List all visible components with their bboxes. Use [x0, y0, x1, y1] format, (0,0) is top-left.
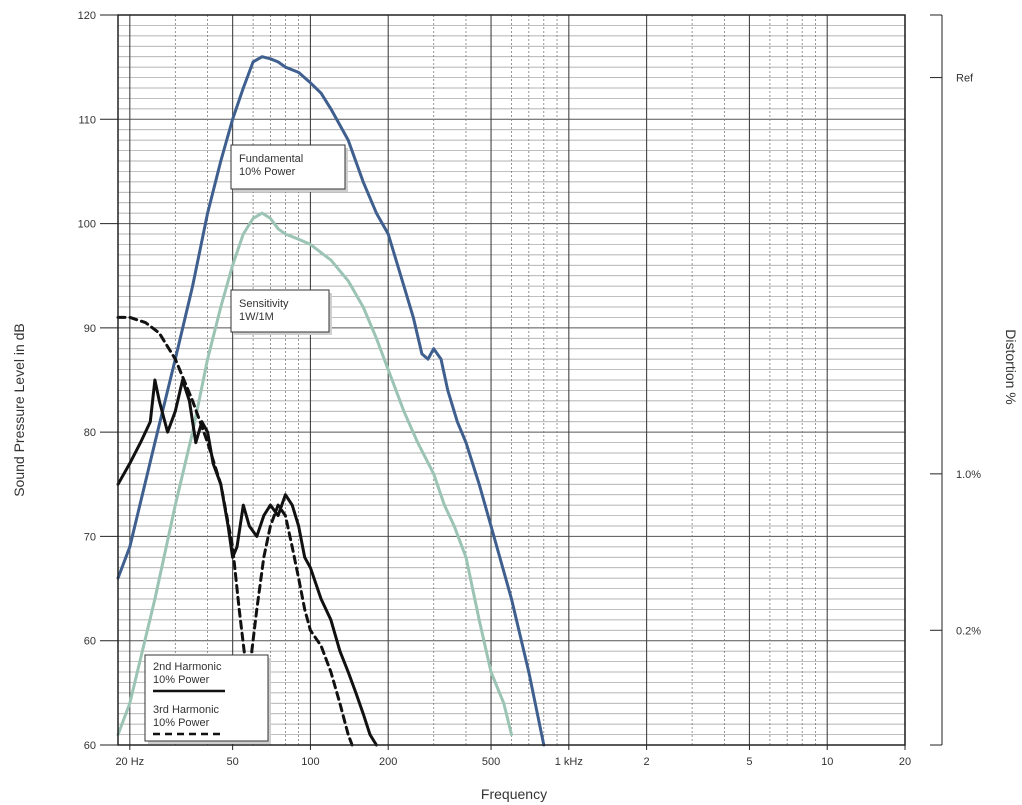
y-axis-title: Sound Pressure Level in dB [11, 323, 27, 497]
y-tick-label: 90 [84, 323, 96, 335]
x-tick-label: 5 [746, 756, 752, 768]
series-line-1 [116, 55, 546, 747]
callout-box [144, 654, 269, 742]
y-tick-label: 110 [78, 114, 96, 126]
callout-label: Fundamental [239, 153, 303, 165]
callout-label: 10% Power [153, 717, 210, 729]
y-tick-label: 80 [84, 427, 96, 439]
series-line-3 [116, 378, 378, 747]
x-tick-label: 20 Hz [115, 756, 144, 768]
x-tick-label: 20 [899, 756, 911, 768]
x-tick-label: 100 [301, 756, 319, 768]
y-tick-label: 70 [84, 531, 96, 543]
x-tick-label: 1 kHz [555, 756, 583, 768]
y-tick-label: 60 [84, 636, 96, 648]
callout-label: Sensitivity [239, 298, 289, 310]
x-tick-label: 200 [379, 756, 397, 768]
series-line-4 [116, 315, 354, 747]
y-tick-label: 120 [78, 10, 96, 22]
series-line-2 [116, 211, 513, 737]
plot-frame [117, 14, 906, 746]
callout-box [230, 144, 346, 190]
callout-label: 2nd Harmonic [153, 661, 222, 673]
callout-label: 10% Power [153, 674, 210, 686]
y-tick-label: 100 [78, 219, 96, 231]
callout-label: 1W/1M [239, 311, 274, 323]
x-tick-label: 500 [482, 756, 500, 768]
y2-tick-label: 0.2% [956, 625, 981, 637]
x-tick-label: 50 [227, 756, 239, 768]
y-tick-label: 60 [84, 740, 96, 752]
x-tick-label: 2 [644, 756, 650, 768]
callout-box [230, 289, 330, 333]
series-layer [116, 55, 546, 747]
y2-axis-title: Distortion % [1003, 329, 1019, 404]
x-axis-title: Frequency [481, 786, 547, 802]
y2-tick-label: Ref [956, 73, 974, 85]
axes-layer: 20 Hz 50 100 200 500 1 kHz 2 5 10 20 60 60 70 80 90 100… [78, 10, 982, 768]
y2-tick-label: 1.0% [956, 469, 981, 481]
callout-label: 10% Power [239, 166, 296, 178]
callout-label: 3rd Harmonic [153, 704, 220, 716]
x-tick-label: 10 [821, 756, 833, 768]
